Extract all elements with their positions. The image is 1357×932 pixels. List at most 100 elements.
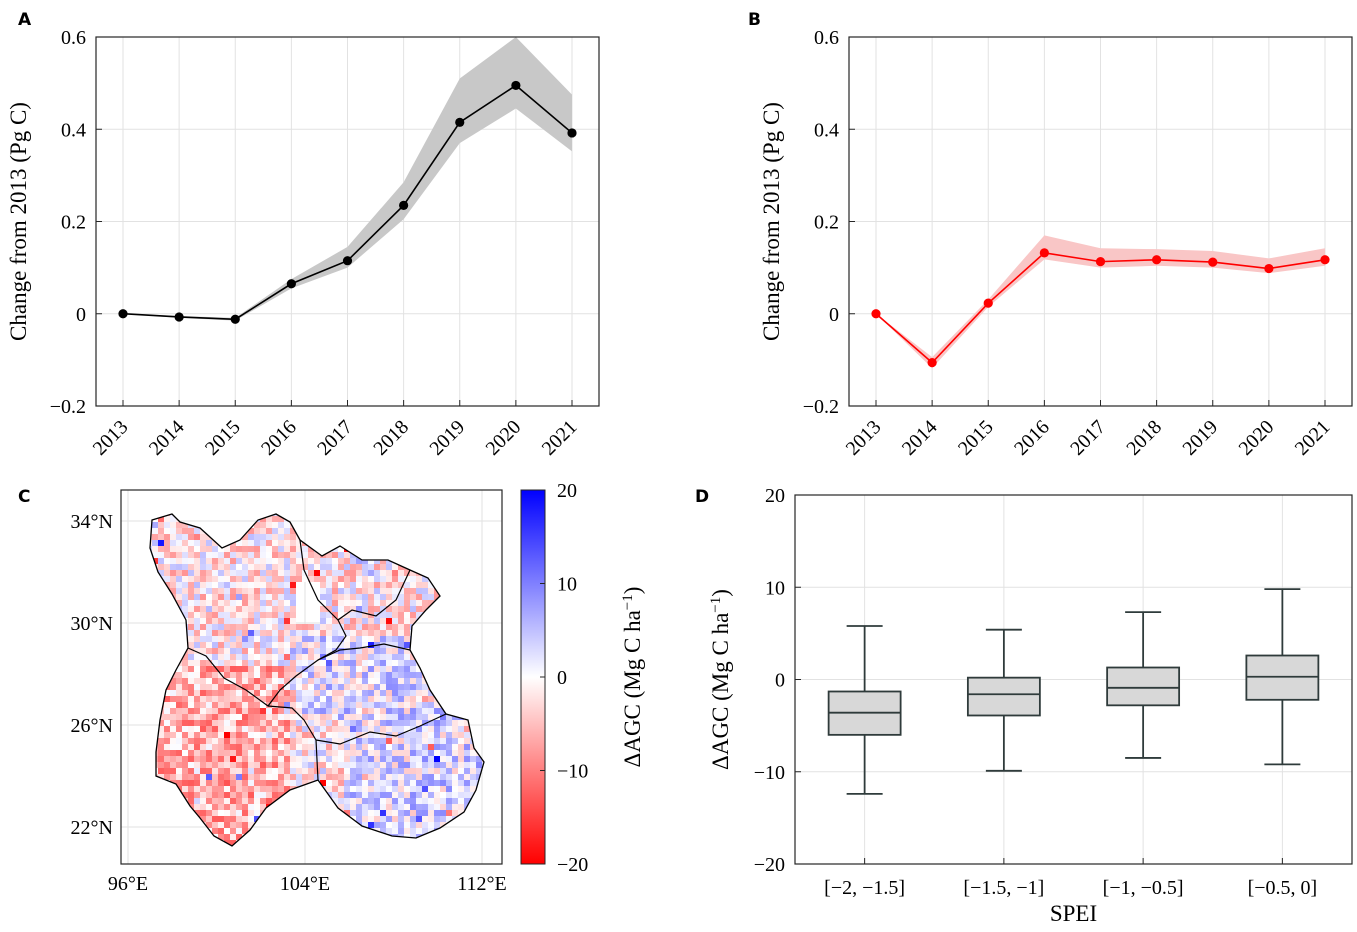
heatmap-cell — [404, 846, 410, 852]
heatmap-cell — [290, 810, 296, 816]
heatmap-cell — [170, 636, 176, 642]
heatmap-cell — [248, 600, 254, 606]
heatmap-cell — [254, 786, 260, 792]
heatmap-cell — [434, 756, 440, 762]
heatmap-cell — [164, 666, 170, 672]
heatmap-cell — [212, 558, 218, 564]
heatmap-cell — [164, 834, 170, 840]
heatmap-cell — [440, 654, 446, 660]
heatmap-cell — [476, 582, 482, 588]
heatmap-cell — [434, 840, 440, 846]
heatmap-cell — [170, 804, 176, 810]
heatmap-cell — [290, 630, 296, 636]
heatmap-cell — [434, 804, 440, 810]
heatmap-cell — [278, 582, 284, 588]
heatmap-cell — [272, 846, 278, 852]
heatmap-cell — [236, 570, 242, 576]
heatmap-cell — [404, 840, 410, 846]
y-tick-label: 0.2 — [814, 212, 839, 234]
heatmap-cell — [224, 696, 230, 702]
heatmap-cell — [236, 606, 242, 612]
heatmap-cell — [428, 570, 434, 576]
heatmap-cell — [188, 792, 194, 798]
heatmap-cell — [290, 624, 296, 630]
heatmap-cell — [224, 660, 230, 666]
heatmap-cell — [150, 798, 152, 804]
heatmap-cell — [278, 780, 284, 786]
heatmap-cell — [422, 708, 428, 714]
heatmap-cell — [272, 726, 278, 732]
heatmap-cell — [452, 514, 458, 516]
heatmap-cell — [380, 810, 386, 816]
heatmap-cell — [224, 534, 230, 540]
heatmap-cell — [410, 774, 416, 780]
heatmap-cell — [470, 514, 476, 516]
heatmap-cell — [254, 540, 260, 546]
heatmap-cell — [410, 702, 416, 708]
heatmap-cell — [296, 636, 302, 642]
heatmap-cell — [200, 702, 206, 708]
heatmap-cell — [338, 514, 344, 516]
heatmap-cell — [344, 828, 350, 834]
heatmap-cell — [152, 552, 158, 558]
heatmap-cell — [218, 792, 224, 798]
heatmap-cell — [326, 540, 332, 546]
heatmap-cell — [368, 648, 374, 654]
heatmap-cell — [170, 546, 176, 552]
heatmap-cell — [380, 522, 386, 528]
heatmap-cell — [206, 642, 212, 648]
heatmap-cell — [254, 780, 260, 786]
heatmap-cell — [158, 528, 164, 534]
heatmap-cell — [182, 720, 188, 726]
heatmap-cell — [344, 756, 350, 762]
heatmap-cell — [488, 522, 494, 528]
heatmap-cell — [386, 534, 392, 540]
heatmap-cell — [446, 534, 452, 540]
heatmap-cell — [254, 576, 260, 582]
heatmap-cell — [200, 636, 206, 642]
heatmap-cell — [212, 792, 218, 798]
heatmap-cell — [260, 540, 266, 546]
heatmap-cell — [452, 636, 458, 642]
heatmap-cell — [242, 726, 248, 732]
heatmap-cell — [224, 810, 230, 816]
heatmap-cell — [332, 642, 338, 648]
heatmap-cell — [296, 726, 302, 732]
heatmap-cell — [170, 810, 176, 816]
heatmap-cell — [224, 672, 230, 678]
heatmap-cell — [152, 522, 158, 528]
heatmap-cell — [392, 570, 398, 576]
heatmap-cell — [254, 522, 260, 528]
heatmap-cell — [410, 834, 416, 840]
heatmap-cell — [212, 780, 218, 786]
heatmap-cell — [458, 582, 464, 588]
heatmap-cell — [272, 618, 278, 624]
heatmap-cell — [296, 714, 302, 720]
heatmap-cell — [392, 630, 398, 636]
heatmap-cell — [440, 666, 446, 672]
heatmap-cell — [488, 534, 494, 540]
heatmap-cell — [344, 708, 350, 714]
heatmap-cell — [230, 534, 236, 540]
heatmap-cell — [422, 750, 428, 756]
heatmap-cell — [344, 558, 350, 564]
heatmap-cell — [344, 642, 350, 648]
heatmap-cell — [266, 564, 272, 570]
heatmap-cell — [314, 834, 320, 840]
heatmap-cell — [320, 576, 326, 582]
heatmap-cell — [170, 816, 176, 822]
heatmap-cell — [236, 684, 242, 690]
heatmap-cell — [410, 546, 416, 552]
heatmap-cell — [176, 768, 182, 774]
heatmap-cell — [488, 600, 494, 606]
heatmap-cell — [368, 672, 374, 678]
heatmap-cell — [206, 768, 212, 774]
heatmap-cell — [296, 678, 302, 684]
heatmap-cell — [158, 516, 164, 522]
heatmap-cell — [458, 540, 464, 546]
interquartile-box — [1106, 666, 1181, 707]
heatmap-cell — [182, 840, 188, 846]
heatmap-cell — [392, 846, 398, 852]
heatmap-cell — [314, 810, 320, 816]
heatmap-cell — [150, 666, 152, 672]
